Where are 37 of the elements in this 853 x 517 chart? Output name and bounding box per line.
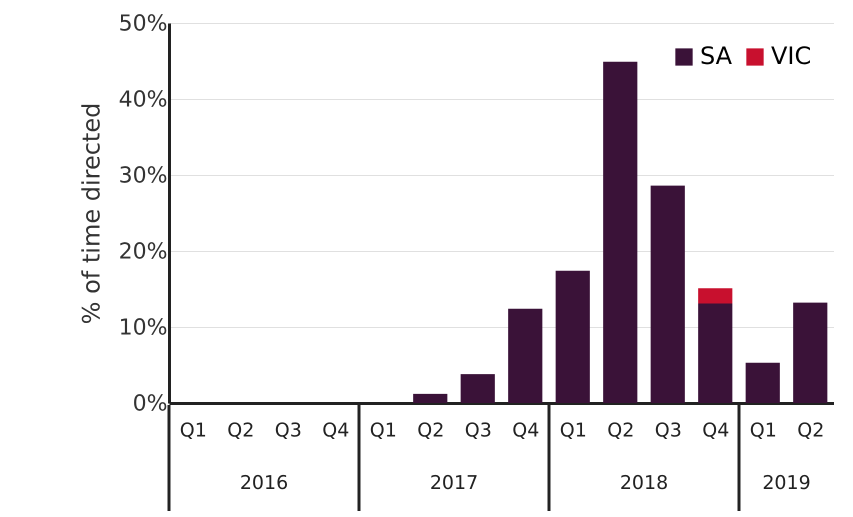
x-tick-label: Q1 bbox=[370, 420, 397, 442]
x-tick-label: Q2 bbox=[607, 420, 634, 442]
bar bbox=[746, 362, 780, 403]
x-tick-label: Q2 bbox=[227, 420, 254, 442]
bar bbox=[556, 270, 590, 403]
x-tick-label: Q1 bbox=[560, 420, 587, 442]
y-tick-label: 40% bbox=[118, 88, 168, 112]
bar bbox=[793, 302, 828, 403]
bar bbox=[460, 374, 495, 403]
y-tick-label: 20% bbox=[118, 240, 168, 264]
x-tick-label: Q4 bbox=[512, 420, 540, 442]
text: 2016 bbox=[240, 472, 288, 494]
y-tick-label: 0% bbox=[132, 392, 168, 416]
bar bbox=[508, 308, 542, 403]
bar bbox=[413, 394, 448, 403]
text: 2018 bbox=[620, 472, 668, 494]
bar bbox=[698, 303, 732, 403]
x-tick-label: Q4 bbox=[322, 420, 350, 442]
bar bbox=[698, 288, 732, 304]
text: 2019 bbox=[762, 472, 811, 494]
legend-label: SA bbox=[700, 42, 733, 70]
x-tick-label: Q3 bbox=[274, 420, 302, 442]
y-axis-title: % of time directed bbox=[78, 102, 106, 324]
x-tick-label: Q3 bbox=[654, 420, 682, 442]
y-tick-label: 10% bbox=[118, 316, 168, 340]
y-tick-label: 30% bbox=[118, 164, 168, 188]
text: 2017 bbox=[430, 472, 478, 494]
x-tick-label: Q1 bbox=[180, 420, 207, 442]
bar bbox=[603, 62, 638, 403]
legend-label: VIC bbox=[771, 42, 812, 70]
bar bbox=[650, 186, 685, 403]
x-tick-label: Q2 bbox=[417, 420, 444, 442]
x-tick-label: Q4 bbox=[702, 420, 730, 442]
x-tick-label: Q1 bbox=[750, 420, 777, 442]
x-tick-label: Q3 bbox=[464, 420, 492, 442]
y-tick-label: 50% bbox=[118, 12, 168, 36]
x-tick-label: Q2 bbox=[797, 420, 824, 442]
